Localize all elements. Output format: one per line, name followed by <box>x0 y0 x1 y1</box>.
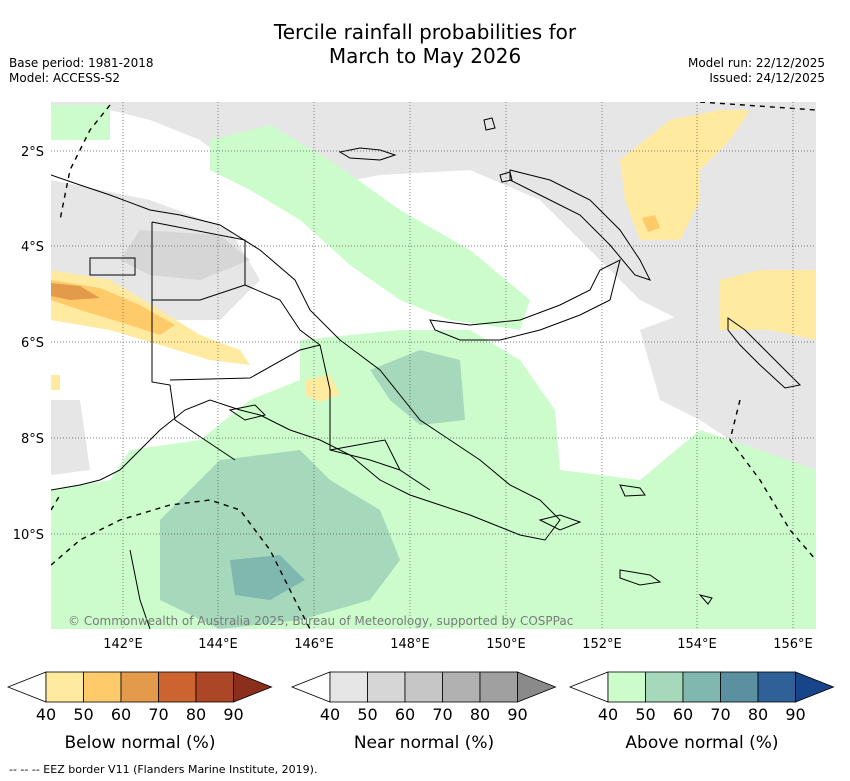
copyright-notice: © Commonwealth of Australia 2025, Bureau… <box>68 614 573 628</box>
lon-label: 150°E <box>486 637 526 652</box>
eez-borders <box>51 102 816 629</box>
near-normal-label: Near normal (%) <box>354 733 494 753</box>
map-title: Tercile rainfall probabilities for March… <box>0 20 850 68</box>
issued-date: Issued: 24/12/2025 <box>709 71 825 85</box>
colorbar-segment <box>442 671 481 703</box>
lon-label: 152°E <box>582 637 622 652</box>
lon-label: 156°E <box>773 637 813 652</box>
below-normal-area-northeast <box>620 110 750 240</box>
above-normal-area-north <box>210 125 530 330</box>
border-indonesia-png <box>151 222 236 461</box>
probability-field: © Commonwealth of Australia 2025, Bureau… <box>51 102 816 629</box>
base-period: Base period: 1981-2018 <box>9 56 154 70</box>
land-fergusson <box>538 514 582 531</box>
above-normal-label: Above normal (%) <box>625 733 778 753</box>
run-info: Model run: 22/12/2025 Issued: 24/12/2025 <box>688 56 825 86</box>
colorbar-segment <box>720 671 759 703</box>
colorbar-segment <box>83 671 122 703</box>
colorbar-segment <box>479 671 518 703</box>
colorbar-segment <box>45 671 84 703</box>
title-line-1: Tercile rainfall probabilities for <box>273 20 577 44</box>
colorbar-segment <box>329 671 368 703</box>
colorbar-min-extension <box>290 671 331 703</box>
model-info: Base period: 1981-2018 Model: ACCESS-S2 <box>9 56 154 86</box>
colorbar-max-extension <box>233 671 273 703</box>
colorbar-tick-label: 40 <box>36 705 56 724</box>
land-new-ireland <box>509 169 651 281</box>
colorbar-tick-label: 50 <box>357 705 377 724</box>
gridlines <box>51 102 816 629</box>
lon-label: 154°E <box>677 637 717 652</box>
colorbar-min-extension <box>6 671 47 703</box>
colorbar-tick-label: 80 <box>748 705 768 724</box>
colorbar-tick-label: 70 <box>432 705 452 724</box>
colorbar-segment <box>195 671 234 703</box>
colorbar-segment <box>367 671 406 703</box>
near-normal-area-southwest <box>51 400 90 475</box>
colorbar-segment <box>404 671 443 703</box>
colorbar-below-normal: 40 50 60 70 80 90 <box>6 671 273 724</box>
lat-label: 2°S <box>21 145 44 160</box>
below-normal-area-edge <box>51 375 60 390</box>
lat-label: 10°S <box>13 528 44 543</box>
colorbar-segment <box>120 671 159 703</box>
lon-label: 144°E <box>198 637 238 652</box>
land-small-islands <box>228 117 713 605</box>
lat-label: 8°S <box>21 432 44 447</box>
model-run: Model run: 22/12/2025 <box>687 56 825 70</box>
colorbar-max-extension <box>517 671 557 703</box>
colorbar-tick-label: 70 <box>148 705 168 724</box>
colorbar-segment <box>607 671 646 703</box>
above-normal-area-50 <box>370 350 465 425</box>
land-bougainville <box>727 317 802 389</box>
title-line-2: March to May 2026 <box>328 44 522 68</box>
model-name: Model: ACCESS-S2 <box>9 71 121 85</box>
colorbar-tick-label: 90 <box>507 705 527 724</box>
colorbar-tick-label: 80 <box>186 705 206 724</box>
colorbar-tick-label: 90 <box>223 705 243 724</box>
colorbar-tick-label: 50 <box>73 705 93 724</box>
colorbar-near-normal: 40 50 60 70 80 90 <box>290 671 557 724</box>
land-new-britain <box>429 259 621 341</box>
colorbar-segment <box>682 671 721 703</box>
below-normal-area-northeast-50 <box>642 215 660 232</box>
lat-label: 4°S <box>21 240 44 255</box>
colorbar-tick-label: 60 <box>673 705 693 724</box>
below-normal-area-east <box>720 270 816 340</box>
lon-label: 146°E <box>294 637 334 652</box>
colorbar-max-extension <box>795 671 835 703</box>
colorbar-tick-label: 70 <box>710 705 730 724</box>
colorbar-tick-label: 90 <box>785 705 805 724</box>
colorbar-segment <box>757 671 796 703</box>
near-normal-area-east <box>640 300 816 470</box>
colorbar-tick-label: 60 <box>395 705 415 724</box>
land-manus <box>338 147 397 161</box>
colorbar-above-normal: 40 50 60 70 80 90 <box>568 671 835 724</box>
lon-label: 148°E <box>390 637 430 652</box>
longitude-labels: 142°E 144°E 146°E 148°E 150°E 152°E 154°… <box>103 637 813 652</box>
below-normal-label: Below normal (%) <box>65 733 216 753</box>
colorbar-segment <box>645 671 684 703</box>
latitude-labels: 2°S 4°S 6°S 8°S 10°S <box>13 145 44 543</box>
below-normal-area-west-60 <box>51 283 100 300</box>
colorbar-tick-label: 50 <box>635 705 655 724</box>
land-rossel <box>619 569 662 586</box>
above-normal-area-northwest <box>51 105 110 140</box>
lat-label: 6°S <box>21 336 44 351</box>
above-normal-area-60 <box>230 555 305 600</box>
colorbar-min-extension <box>568 671 609 703</box>
colorbar-tick-label: 40 <box>320 705 340 724</box>
colorbar-tick-label: 60 <box>111 705 131 724</box>
provincial-borders <box>89 221 431 491</box>
colorbar-segment <box>158 671 197 703</box>
lon-label: 142°E <box>103 637 143 652</box>
land-cape-york <box>129 549 151 629</box>
land-new-guinea <box>51 174 561 541</box>
above-normal-area-southwest-50 <box>160 450 400 629</box>
colorbar-tick-label: 40 <box>598 705 618 724</box>
eez-footnote: -- -- -- EEZ border V11 (Flanders Marine… <box>9 763 318 776</box>
colorbar-tick-label: 80 <box>470 705 490 724</box>
